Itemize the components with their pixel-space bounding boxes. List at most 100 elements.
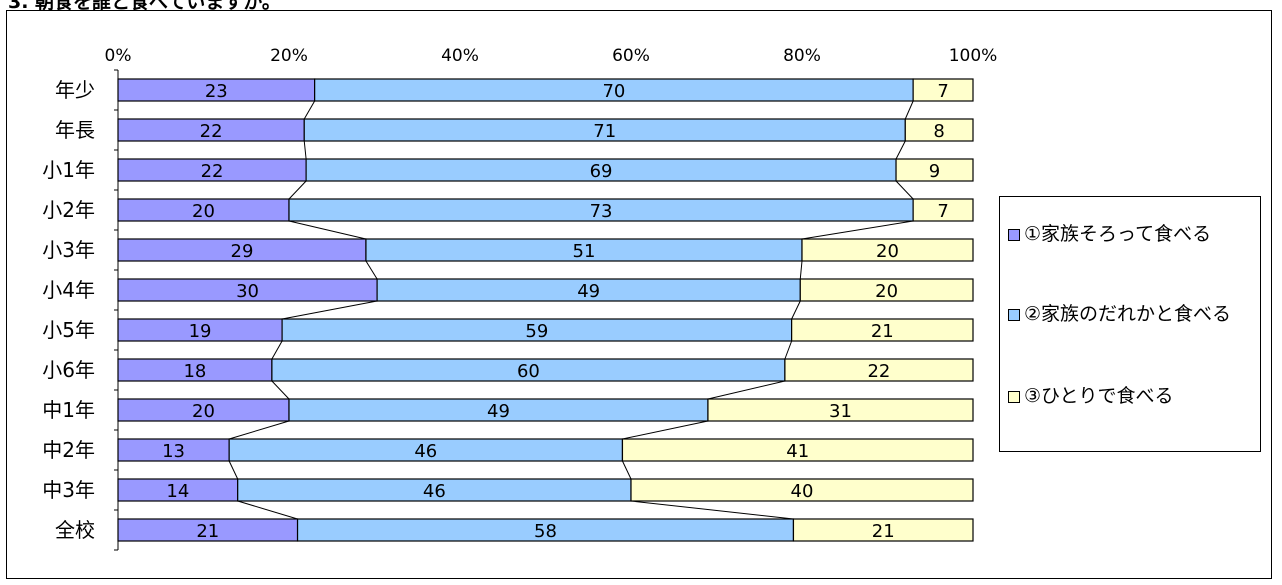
bar-segment [799, 278, 974, 302]
data-label: 20 [876, 241, 899, 262]
data-label: 23 [205, 81, 228, 102]
data-label: 71 [593, 121, 616, 142]
category-label: 中3年 [42, 478, 95, 502]
data-label: 73 [590, 201, 613, 222]
chart-frame [6, 10, 1272, 579]
data-label: 46 [414, 441, 437, 462]
series-connector-line [237, 500, 298, 520]
series-connector-line [904, 100, 914, 120]
series-connector-line [229, 420, 290, 440]
data-label: 9 [929, 161, 940, 182]
bar-segment [621, 438, 974, 462]
series-connector-line [365, 260, 378, 280]
data-label: 59 [525, 321, 548, 342]
series-connector-line [799, 260, 803, 280]
series-connector-line [288, 220, 367, 240]
data-label: 14 [166, 481, 189, 502]
series-connector-line [281, 300, 378, 320]
data-label: 21 [872, 521, 895, 542]
bar-segment [630, 478, 974, 502]
data-label: 19 [189, 321, 212, 342]
bar-segment [912, 78, 974, 102]
data-label: 7 [937, 201, 948, 222]
series-connector-line [271, 340, 283, 360]
category-label: 中2年 [42, 438, 95, 462]
data-label: 60 [517, 361, 540, 382]
data-label: 58 [534, 521, 557, 542]
category-label: 小1年 [42, 158, 95, 182]
data-label: 51 [573, 241, 596, 262]
data-label: 49 [577, 281, 600, 302]
data-label: 49 [487, 401, 510, 422]
data-label: 13 [162, 441, 185, 462]
chart-title: 3. 朝食を誰と食べていますか。 [8, 0, 281, 13]
series-connector-line [303, 100, 316, 120]
data-label: 40 [791, 481, 814, 502]
series-connector-line [630, 500, 794, 520]
x-tick-label: 40% [441, 46, 479, 66]
bar-segment [912, 198, 974, 222]
data-label: 22 [201, 161, 224, 182]
category-label: 小5年 [42, 318, 95, 342]
legend-item-2: ②家族のだれかと食べる [1008, 301, 1254, 327]
legend-label-3: ③ひとりで食べる [1024, 385, 1174, 407]
legend-item-1: ①家族そろって食べる [1008, 221, 1254, 247]
category-label: 年少 [55, 78, 95, 102]
data-label: 20 [875, 281, 898, 302]
data-label: 46 [423, 481, 446, 502]
legend-swatch-3 [1008, 391, 1020, 403]
bar-segment [904, 118, 974, 142]
bar-segment [895, 158, 974, 182]
data-label: 20 [192, 401, 215, 422]
bar-segment [707, 398, 974, 422]
data-label: 22 [867, 361, 890, 382]
data-label: 20 [192, 201, 215, 222]
category-label: 全校 [55, 518, 95, 542]
category-label: 年長 [55, 118, 95, 142]
x-tick-label: 20% [270, 46, 308, 66]
series-connector-line [707, 380, 786, 400]
x-tick-label: 80% [783, 46, 821, 66]
data-label: 21 [196, 521, 219, 542]
bar-segment [784, 358, 974, 382]
legend-swatch-2 [1008, 309, 1020, 321]
series-connector-line [801, 220, 914, 240]
legend-label-1: ①家族そろって食べる [1024, 223, 1212, 245]
bar-segment [792, 518, 974, 542]
data-label: 21 [871, 321, 894, 342]
category-label: 小4年 [42, 278, 95, 302]
x-tick-label: 100% [949, 46, 998, 66]
data-label: 18 [183, 361, 206, 382]
category-label: 小3年 [42, 238, 95, 262]
data-label: 7 [937, 81, 948, 102]
legend: ①家族そろって食べる ②家族のだれかと食べる ③ひとりで食べる [999, 196, 1261, 452]
legend-swatch-1 [1008, 229, 1020, 241]
legend-item-3: ③ひとりで食べる [1008, 383, 1254, 409]
bar-segment [801, 238, 974, 262]
series-connector-line [271, 380, 290, 400]
data-label: 41 [786, 441, 809, 462]
series-connector-line [784, 340, 793, 360]
data-label: 8 [933, 121, 944, 142]
data-label: 31 [829, 401, 852, 422]
data-label: 69 [590, 161, 613, 182]
series-connector-line [288, 180, 307, 200]
data-label: 22 [200, 121, 223, 142]
x-tick-label: 0% [105, 46, 132, 66]
series-connector-line [895, 140, 906, 160]
series-connector-line [895, 180, 914, 200]
category-label: 小2年 [42, 198, 95, 222]
bar-segment [791, 318, 974, 342]
data-label: 29 [231, 241, 254, 262]
series-connector-line [622, 420, 709, 440]
legend-label-2: ②家族のだれかと食べる [1024, 303, 1232, 325]
category-label: 中1年 [42, 398, 95, 422]
series-connector-line [621, 460, 632, 480]
category-label: 小6年 [42, 358, 95, 382]
data-label: 70 [602, 81, 625, 102]
series-connector-line [791, 300, 801, 320]
series-connector-line [303, 140, 307, 160]
x-tick-label: 60% [612, 46, 650, 66]
data-label: 30 [236, 281, 259, 302]
